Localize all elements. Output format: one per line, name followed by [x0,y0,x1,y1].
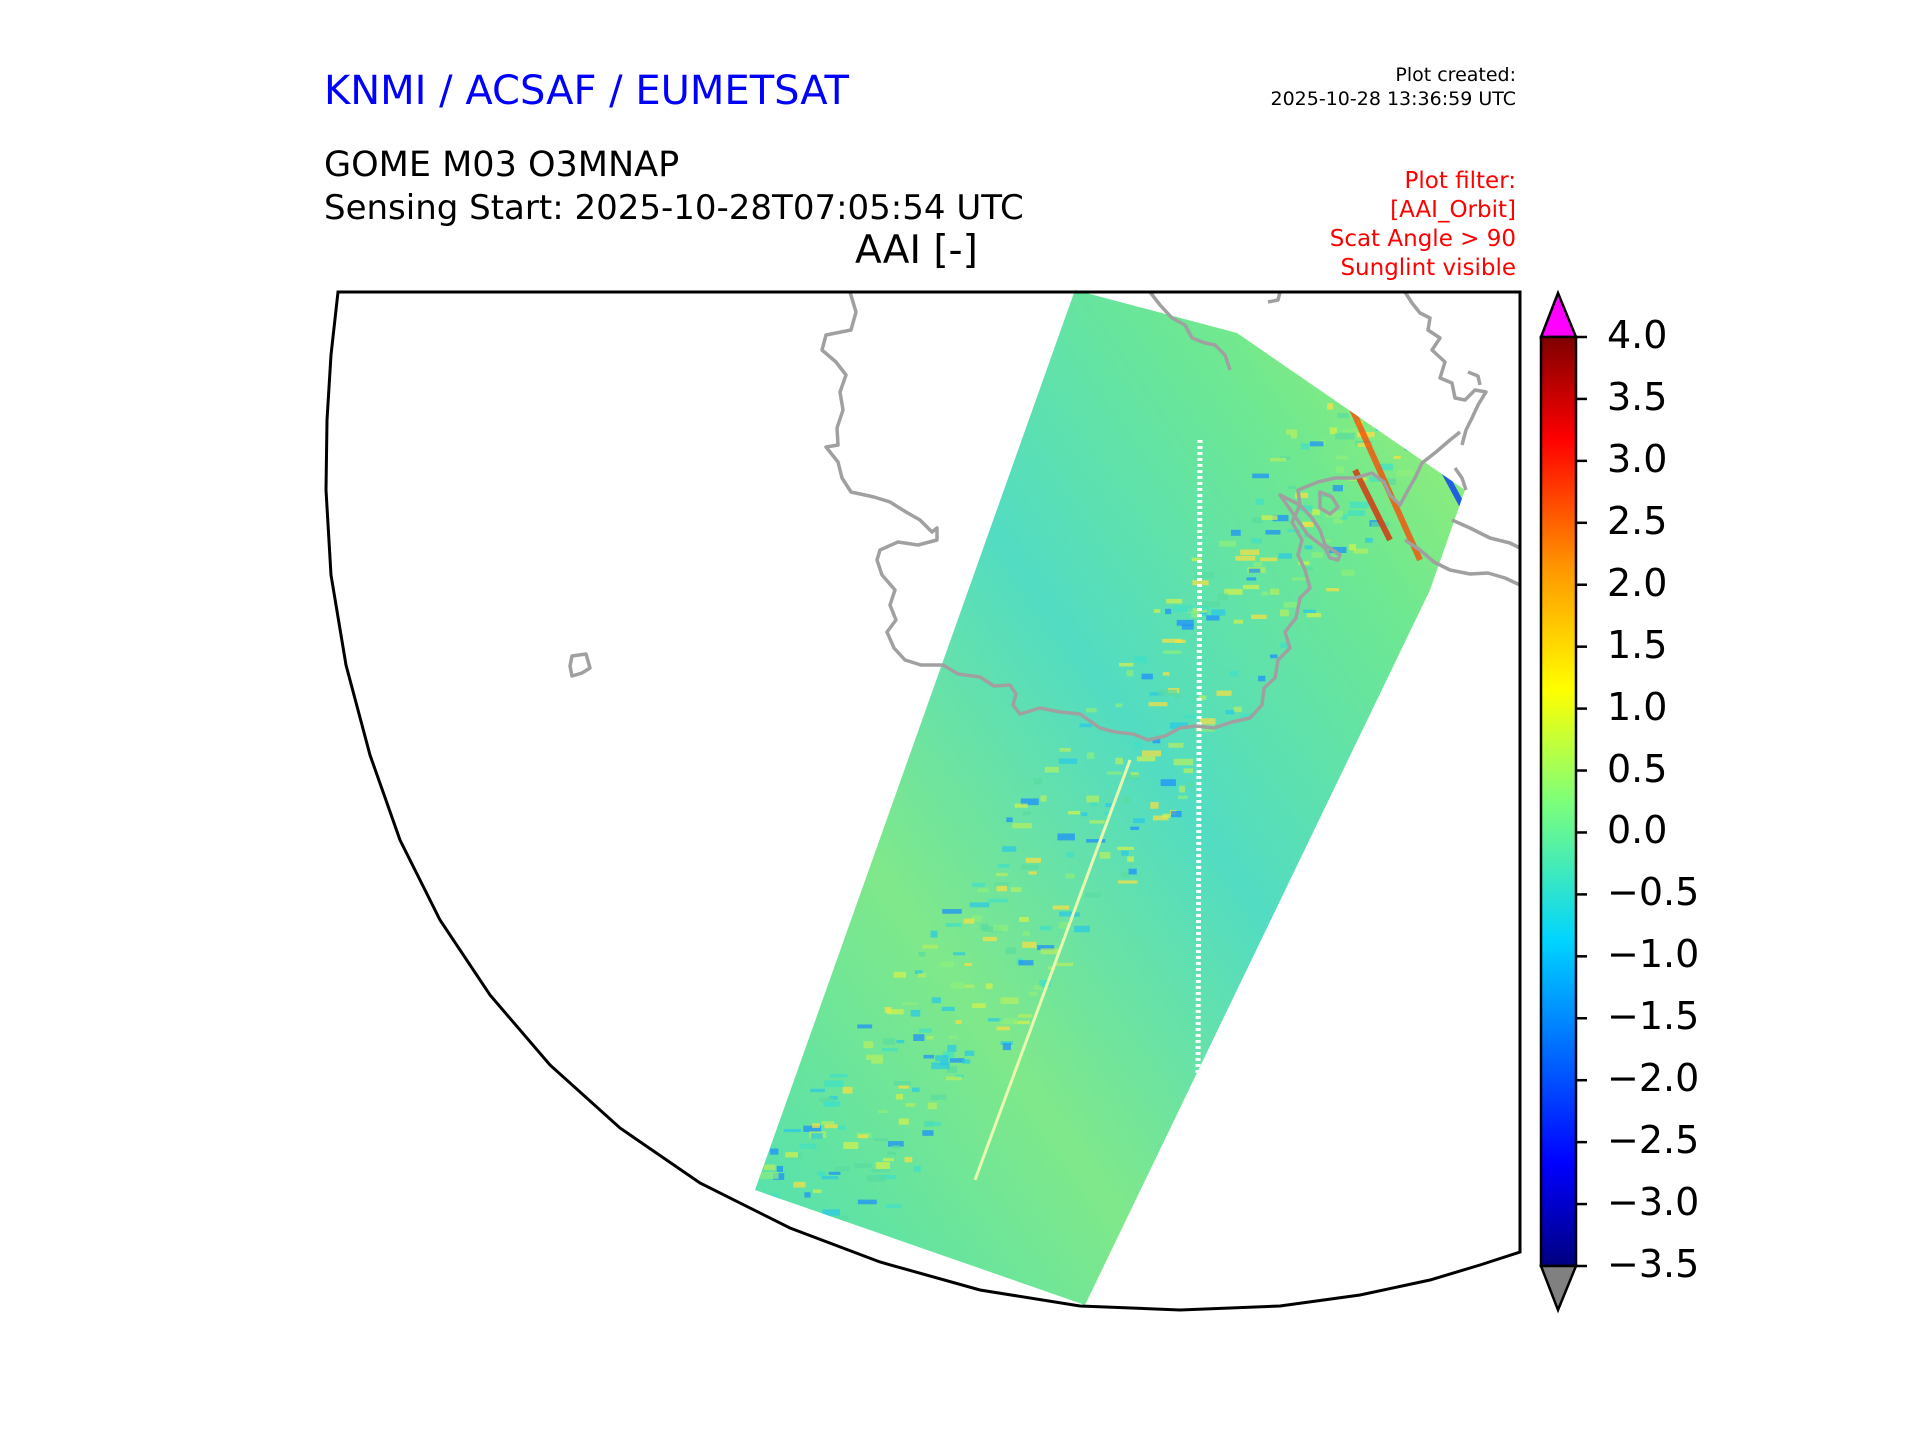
colorbar-tick-label: 0.5 [1607,746,1668,791]
coastline [568,290,1521,742]
colorbar-tick-label: −3.0 [1607,1180,1700,1225]
plot-filter-heading: Plot filter: [1404,168,1516,194]
colorbar-tick-label: 0.0 [1607,808,1668,853]
aai-data-swath [755,290,1465,1305]
colorbar-tick-label: 1.0 [1607,684,1668,729]
map-quantity-title: AAI [-] [855,228,978,273]
organisation-title: KNMI / ACSAF / EUMETSAT [324,68,849,114]
colorbar-tick-label: −3.5 [1607,1242,1700,1286]
plot-created-label: Plot created: [1395,64,1516,86]
colorbar [1539,289,1587,1314]
colorbar-tick-label: 2.0 [1607,560,1668,605]
colorbar-tick-label: 1.5 [1607,622,1668,667]
plot-filter-item: Scat Angle > 90 [1329,226,1516,252]
colorbar-extend-min [1539,1264,1578,1314]
colorbar-tick-label: 2.5 [1607,498,1668,543]
product-name: GOME M03 O3MNAP [324,145,680,185]
map-frame [324,290,1522,1312]
plot-filter-item: Sunglint visible [1340,255,1516,281]
colorbar-tick-label: 3.0 [1607,436,1668,481]
sensing-start: Sensing Start: 2025-10-28T07:05:54 UTC [324,188,1024,228]
colorbar-tick-label: −1.5 [1607,994,1700,1039]
colorbar-tick-label: 3.5 [1607,374,1668,419]
colorbar-tick-label: −0.5 [1607,870,1700,915]
colorbar-tick-label: 4.0 [1607,313,1668,357]
colorbar-tick-label: −2.5 [1607,1118,1700,1163]
colorbar-tick-label: −2.0 [1607,1056,1700,1101]
plot-created-time: 2025-10-28 13:36:59 UTC [1270,88,1517,110]
colorbar-gradient [1539,335,1578,1268]
colorbar-extend-max [1539,289,1578,339]
colorbar-tick-label: −1.0 [1607,932,1700,977]
plot-filter-item: [AAI_Orbit] [1390,197,1516,223]
